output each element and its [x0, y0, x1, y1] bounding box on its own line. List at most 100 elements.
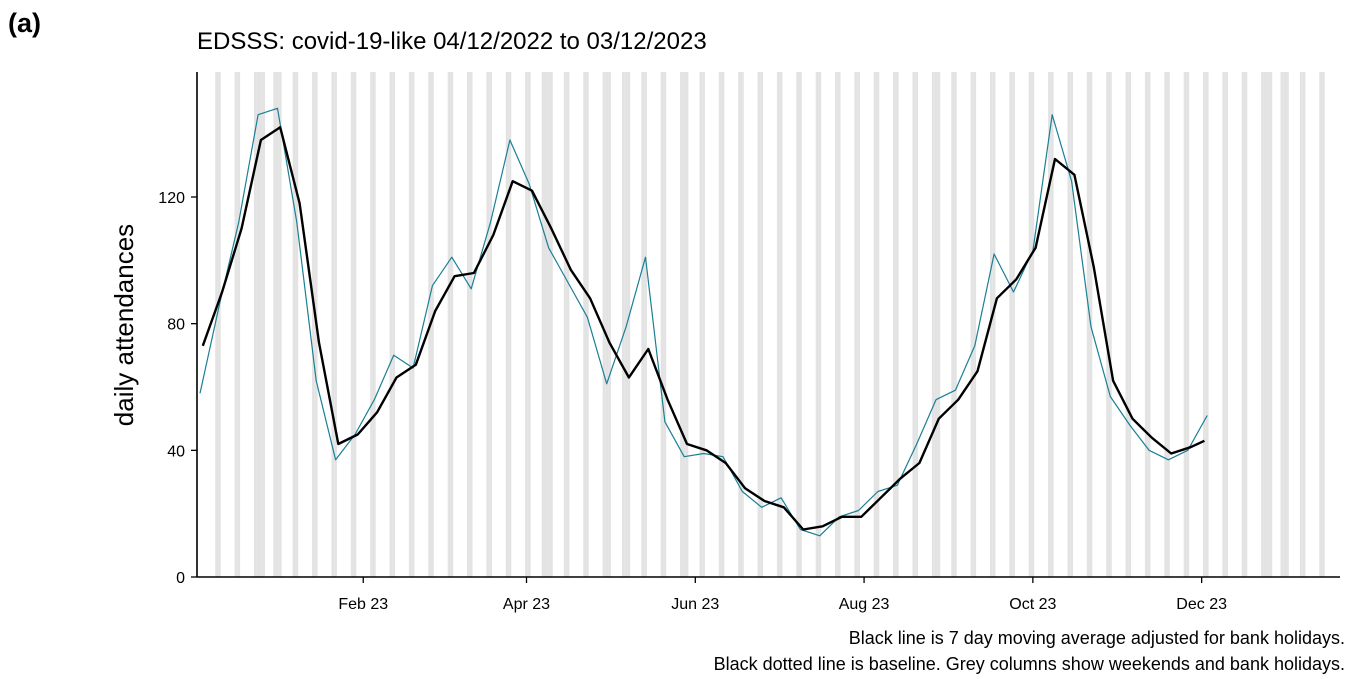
weekend-column [235, 72, 238, 577]
weekend-column [1145, 72, 1148, 577]
weekend-column [1070, 72, 1073, 577]
weekend-column [893, 72, 896, 577]
weekend-column [279, 72, 282, 577]
weekend-column [741, 72, 744, 577]
weekend-column [486, 72, 489, 577]
weekend-column [1184, 72, 1187, 577]
caption-line-2: Black dotted line is baseline. Grey colu… [714, 654, 1345, 675]
weekend-column [528, 72, 531, 577]
weekend-column [661, 72, 664, 577]
weekend-column [525, 72, 528, 577]
weekend-column [1186, 72, 1189, 577]
weekend-column [993, 72, 996, 577]
y-tick-label: 120 [158, 190, 185, 207]
weekend-column [390, 72, 393, 577]
weekend-column [586, 72, 589, 577]
weekend-column [1261, 72, 1264, 577]
weekend-column [567, 72, 570, 577]
weekend-column [542, 72, 545, 577]
weekend-column [1319, 72, 1322, 577]
weekend-column [719, 72, 722, 577]
x-tick-label: Aug 23 [839, 596, 890, 613]
weekend-column [1303, 72, 1306, 577]
weekend-column [954, 72, 957, 577]
weekend-column [1031, 72, 1034, 577]
x-tick-label: Feb 23 [338, 596, 388, 613]
weekend-column [373, 72, 376, 577]
weekend-column [699, 72, 702, 577]
weekend-column [622, 72, 625, 577]
weekend-column [273, 72, 276, 577]
weekend-column [1264, 72, 1267, 577]
weekend-column [1206, 72, 1209, 577]
weekend-column [1106, 72, 1109, 577]
weekend-column [1203, 72, 1206, 577]
weekend-column [1269, 72, 1272, 577]
weekend-column [564, 72, 567, 577]
weekend-column [1222, 72, 1225, 577]
weekend-column [971, 72, 974, 577]
weekend-column [1283, 72, 1286, 577]
weekend-column [1148, 72, 1151, 577]
weekend-column [392, 72, 395, 577]
weekend-column [915, 72, 918, 577]
weekend-column [951, 72, 954, 577]
weekend-column [683, 72, 686, 577]
weekend-column [1048, 72, 1051, 577]
weekend-column [799, 72, 802, 577]
weekend-column [1051, 72, 1054, 577]
weekend-column [293, 72, 296, 577]
weekend-column [816, 72, 819, 577]
weekend-column [1012, 72, 1015, 577]
weekend-column [722, 72, 725, 577]
weekend-column [409, 72, 412, 577]
weekend-column [334, 72, 337, 577]
x-tick-label: Oct 23 [1009, 596, 1056, 613]
x-tick-label: Dec 23 [1176, 596, 1227, 613]
weekend-column [489, 72, 492, 577]
weekend-column [331, 72, 334, 577]
weekend-column [796, 72, 799, 577]
weekend-column [663, 72, 666, 577]
x-tick-label: Jun 23 [671, 596, 719, 613]
weekend-column [276, 72, 279, 577]
weekend-column [777, 72, 780, 577]
weekend-column [1245, 72, 1248, 577]
weekend-column [1087, 72, 1090, 577]
weekend-column [470, 72, 473, 577]
weekend-column [295, 72, 298, 577]
weekend-column [1281, 72, 1284, 577]
chart-plot: 0 40 80 120 Feb 23 Apr 23 Jun 23 Aug 23 Oct 23 D… [0, 0, 1357, 620]
weekend-column [1225, 72, 1228, 577]
weekend-column [583, 72, 586, 577]
weekend-column [1164, 72, 1167, 577]
weekend-column [1167, 72, 1170, 577]
weekend-column [758, 72, 761, 577]
x-tick-label: Apr 23 [503, 596, 550, 613]
weekend-column [605, 72, 608, 577]
weekend-column [450, 72, 453, 577]
weekend-column [686, 72, 689, 577]
weekend-column [818, 72, 821, 577]
weekend-column [1322, 72, 1325, 577]
y-tick-label: 80 [167, 317, 185, 334]
weekend-column [237, 72, 240, 577]
caption-line-1: Black line is 7 day moving average adjus… [849, 628, 1345, 649]
weekend-column [1128, 72, 1131, 577]
weekend-column [1029, 72, 1032, 577]
weekend-column [680, 72, 683, 577]
weekend-column [641, 72, 644, 577]
weekend-column [896, 72, 899, 577]
x-axis-ticks: Feb 23 Apr 23 Jun 23 Aug 23 Oct 23 Dec 23 [338, 577, 1227, 613]
weekend-column [1009, 72, 1012, 577]
weekend-column [780, 72, 783, 577]
weekend-column [1126, 72, 1129, 577]
weekend-column [932, 72, 935, 577]
weekend-column [448, 72, 451, 577]
weekend-column [835, 72, 838, 577]
weekend-column [913, 72, 916, 577]
weekend-column [1109, 72, 1112, 577]
weekend-column [738, 72, 741, 577]
y-tick-label: 40 [167, 443, 185, 460]
weekend-column [854, 72, 857, 577]
